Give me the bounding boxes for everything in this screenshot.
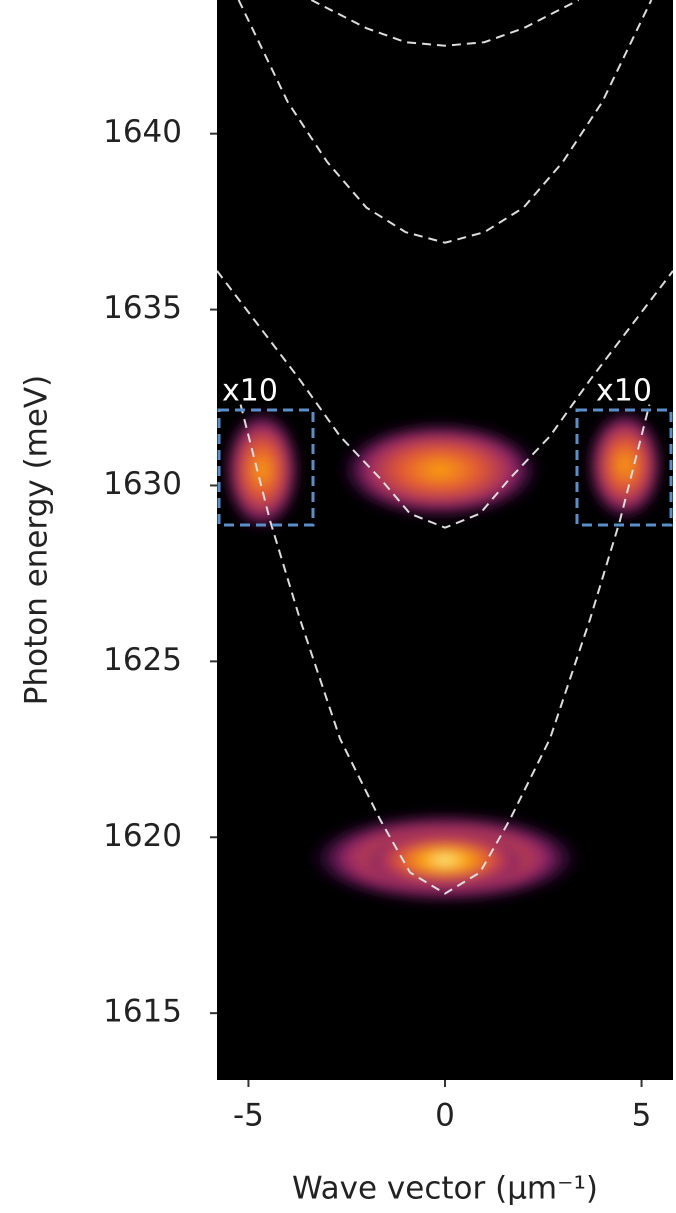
dispersion-curves bbox=[217, 0, 673, 895]
x-axis-title: Wave vector (µm⁻¹) bbox=[292, 1171, 598, 1207]
dispersion-line bbox=[237, 0, 653, 244]
zoom-box bbox=[575, 408, 673, 527]
emission-blob bbox=[224, 410, 300, 530]
dispersion-line bbox=[239, 404, 651, 895]
y-axis-title: Photon energy (meV) bbox=[19, 375, 55, 705]
annotation: x10 bbox=[222, 374, 278, 409]
y-tick-label: 1640 bbox=[103, 114, 182, 150]
x-tick-label: -5 bbox=[233, 1098, 264, 1134]
y-tick-label: 1630 bbox=[103, 466, 182, 502]
y-tick-label: 1625 bbox=[103, 642, 182, 678]
plot-background bbox=[217, 0, 673, 1080]
y-tick-label: 1635 bbox=[103, 290, 182, 326]
y-tick-label: 1620 bbox=[103, 818, 182, 854]
emission-blob bbox=[340, 422, 540, 518]
zoom-box bbox=[217, 408, 315, 527]
emission-blob bbox=[587, 410, 663, 520]
dispersion-line bbox=[217, 270, 673, 529]
emission-map bbox=[224, 410, 663, 903]
x-tick-label: 0 bbox=[435, 1098, 455, 1134]
emission-blob bbox=[365, 832, 525, 888]
annotation: x10 bbox=[596, 374, 652, 409]
x-tick-label: 5 bbox=[632, 1098, 652, 1134]
y-tick-label: 1615 bbox=[103, 994, 182, 1030]
dispersion-line bbox=[310, 0, 580, 47]
